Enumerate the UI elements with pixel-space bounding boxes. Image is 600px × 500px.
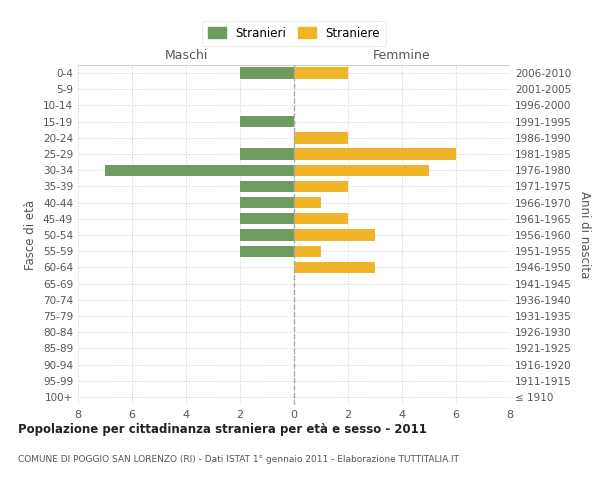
Bar [294,262,375,273]
Bar [240,181,294,192]
Bar [294,213,348,224]
Bar [294,197,321,208]
Bar [240,197,294,208]
Bar [240,148,294,160]
Bar [294,230,375,240]
Bar [294,68,348,79]
Bar [240,213,294,224]
Bar [294,148,456,160]
Bar [240,246,294,257]
Text: Femmine: Femmine [373,49,431,62]
Text: Maschi: Maschi [164,49,208,62]
Bar [294,181,348,192]
Bar [294,132,348,143]
Bar [105,164,294,176]
Text: COMUNE DI POGGIO SAN LORENZO (RI) - Dati ISTAT 1° gennaio 2011 - Elaborazione TU: COMUNE DI POGGIO SAN LORENZO (RI) - Dati… [18,455,459,464]
Y-axis label: Fasce di età: Fasce di età [25,200,37,270]
Y-axis label: Anni di nascita: Anni di nascita [578,192,591,278]
Legend: Stranieri, Straniere: Stranieri, Straniere [202,21,386,46]
Bar [294,164,429,176]
Bar [240,116,294,128]
Text: Popolazione per cittadinanza straniera per età e sesso - 2011: Popolazione per cittadinanza straniera p… [18,422,427,436]
Bar [240,230,294,240]
Bar [294,246,321,257]
Bar [240,68,294,79]
